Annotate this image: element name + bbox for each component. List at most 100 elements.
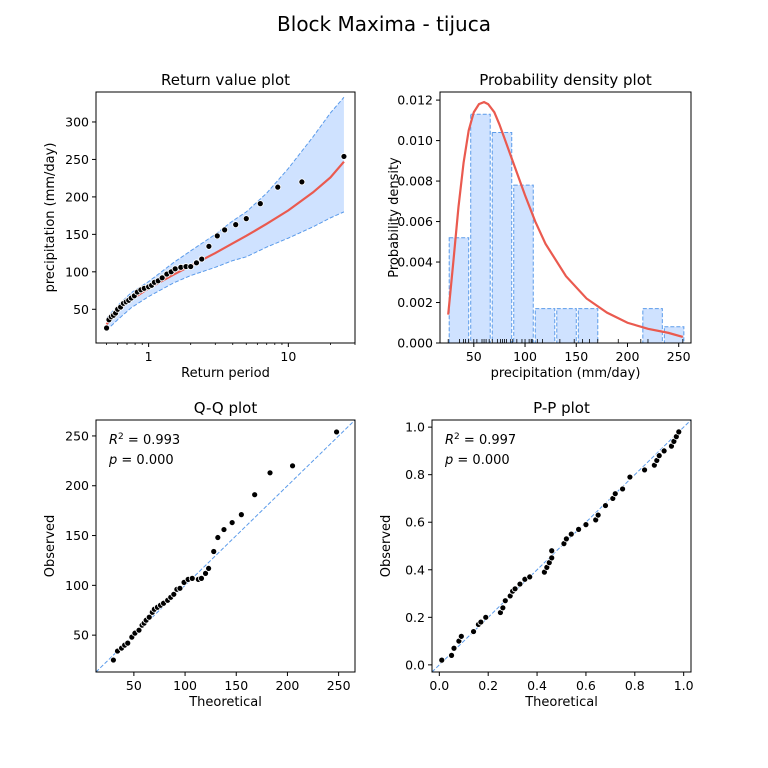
- x-axis-label: Theoretical: [188, 695, 262, 710]
- y-tick-label: 0.008: [397, 174, 433, 189]
- axes-frame: [95, 91, 356, 344]
- y-tick-label: 150: [65, 528, 89, 543]
- x-tick-label: 200: [276, 678, 300, 693]
- data-point: [158, 274, 166, 282]
- data-point: [214, 534, 222, 541]
- y-tick-label: 50: [73, 628, 89, 643]
- y-tick-label: 0.6: [405, 515, 425, 530]
- y-tick-label: 200: [65, 189, 89, 204]
- data-point: [619, 485, 626, 493]
- y-tick-label: 0.4: [405, 562, 425, 577]
- pdf-curve: [447, 100, 684, 338]
- data-point: [213, 232, 221, 240]
- return-value-plot: 1 10 50 100 150 200 250 300 Return value plot Ret…: [43, 71, 356, 381]
- data-point: [562, 535, 570, 543]
- x-tick-label: 250: [327, 678, 351, 693]
- data-point: [438, 656, 446, 664]
- y-tick-label: 0.012: [397, 93, 433, 108]
- x-axis-label: precipitation (mm/day): [491, 366, 641, 381]
- x-tick-label: 1: [145, 349, 153, 364]
- data-point: [567, 530, 575, 538]
- x-tick-label: 0.8: [625, 678, 645, 693]
- p-value: = 0.000: [117, 453, 173, 468]
- data-point: [548, 547, 556, 555]
- data-point: [202, 569, 209, 577]
- x-tick-label: 0.6: [576, 678, 596, 693]
- data-point: [450, 644, 458, 652]
- data-point: [611, 490, 619, 498]
- r-squared-value: = 0.997: [460, 433, 516, 448]
- data-point: [242, 215, 250, 223]
- data-point: [575, 525, 583, 533]
- r-squared-annotation: R2 = 0.997: [445, 432, 516, 448]
- data-point: [594, 511, 602, 519]
- y-tick-label: 0.2: [405, 610, 425, 625]
- x-tick-label: 1.0: [674, 678, 694, 693]
- data-point: [124, 639, 132, 647]
- y-tick-label: 0.0: [405, 657, 425, 672]
- histogram-bar: [513, 184, 534, 343]
- data-point: [205, 565, 213, 572]
- x-tick-label: 0.0: [429, 678, 449, 693]
- y-tick-label: 0.010: [397, 133, 433, 148]
- data-point: [251, 491, 259, 499]
- p-value: = 0.000: [453, 453, 509, 468]
- data-point: [457, 632, 465, 640]
- x-tick-label: 50: [126, 678, 142, 693]
- probability-density-plot: 50 100 150 200 250 0.000 0.002 0.004 0.006 0.008 0…: [387, 71, 692, 381]
- confidence-upper-line: [106, 96, 345, 319]
- y-tick-label: 0.8: [405, 467, 425, 482]
- r-squared-annotation: R2 = 0.993: [109, 432, 180, 448]
- y-tick-label: 50: [73, 302, 89, 317]
- p-symbol: p: [108, 453, 117, 468]
- x-tick-label: 200: [616, 349, 640, 364]
- data-point: [482, 613, 490, 621]
- data-point: [187, 263, 195, 270]
- figure-title: Block Maxima - tijuca: [277, 12, 491, 36]
- x-tick-label: 0.4: [527, 678, 547, 693]
- r-squared-exponent: 2: [454, 432, 460, 442]
- data-point: [145, 613, 153, 621]
- confidence-lower-line: [106, 211, 345, 331]
- data-point: [501, 597, 509, 605]
- y-tick-label: 100: [65, 578, 89, 593]
- histogram-bar: [642, 308, 663, 343]
- x-tick-label: 10: [280, 349, 296, 364]
- data-point: [188, 574, 196, 582]
- y-tick-label: 250: [65, 152, 89, 167]
- data-point: [499, 604, 507, 612]
- y-tick-label: 0.004: [397, 255, 433, 270]
- axes-frame: [439, 91, 692, 344]
- p-value-annotation: p = 0.000: [108, 453, 174, 468]
- data-point: [602, 502, 609, 509]
- p-value-annotation: p = 0.000: [444, 453, 510, 468]
- histogram-bar: [470, 113, 491, 343]
- data-point: [477, 618, 485, 626]
- data-point: [205, 242, 213, 250]
- y-tick-label: 150: [65, 227, 89, 242]
- data-point: [274, 183, 282, 191]
- x-tick-label: 150: [564, 349, 588, 364]
- y-tick-label: 300: [65, 114, 89, 129]
- axes-frame: [95, 419, 356, 673]
- r-squared-symbol: R: [445, 433, 454, 448]
- x-axis-label: Theoretical: [524, 695, 598, 710]
- data-point: [526, 573, 534, 581]
- data-point: [210, 548, 218, 555]
- data-point: [170, 590, 178, 598]
- data-point: [511, 585, 519, 593]
- histogram-bar: [534, 308, 556, 343]
- r-squared-exponent: 2: [118, 432, 124, 442]
- r-squared-value: = 0.993: [124, 433, 180, 448]
- y-tick-label: 250: [65, 428, 89, 443]
- plot-area: [432, 420, 691, 672]
- qq-plot: R2 = 0.993 p = 0.000 50 100 150 200 250 50 100 15…: [43, 399, 356, 710]
- panel-title: Probability density plot: [479, 71, 652, 89]
- data-point: [198, 574, 205, 582]
- panel-title: Return value plot: [161, 71, 290, 89]
- data-point: [266, 469, 274, 477]
- y-tick-label: 0.000: [397, 336, 433, 351]
- data-point: [641, 466, 648, 474]
- data-point: [516, 580, 524, 588]
